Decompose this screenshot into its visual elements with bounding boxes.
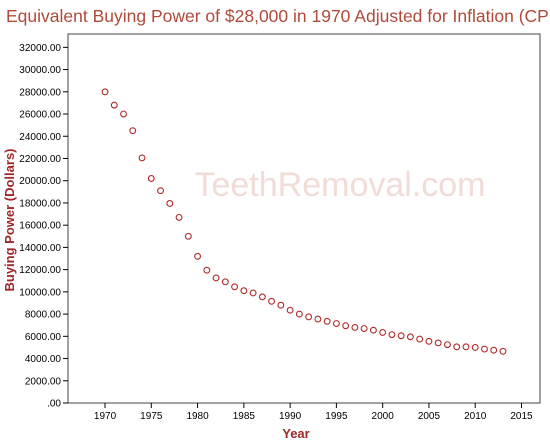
data-point <box>388 331 396 339</box>
data-point <box>332 320 340 327</box>
y-tick-label: 8000.00 <box>25 310 62 321</box>
data-point <box>453 343 461 351</box>
data-point <box>110 101 118 109</box>
data-point <box>212 274 220 282</box>
data-point <box>240 287 248 295</box>
data-point <box>425 337 433 345</box>
y-tick-label: 6000.00 <box>25 332 62 343</box>
x-tick-label: 1975 <box>140 411 163 422</box>
data-point <box>194 252 202 260</box>
y-tick-label: 28000.00 <box>19 87 61 98</box>
y-tick-label: 12000.00 <box>19 265 61 276</box>
data-point <box>101 88 109 96</box>
data-point <box>471 343 479 351</box>
plot-frame <box>67 33 541 404</box>
x-tick-label: 1985 <box>233 411 256 422</box>
data-point <box>360 325 368 332</box>
y-axis-label: Buying Power (Dollars) <box>2 148 17 291</box>
data-point <box>434 339 442 347</box>
data-point <box>138 154 146 162</box>
x-tick-label: 2010 <box>464 411 487 422</box>
data-points <box>101 88 507 355</box>
data-point <box>203 266 211 274</box>
x-axis: 1970 1975 1980 1985 1990 1995 2000 2005 2010 2015 <box>94 403 533 422</box>
data-point <box>286 306 294 314</box>
data-point <box>166 200 174 207</box>
data-point <box>221 278 229 286</box>
y-tick-label: .00 <box>47 399 61 410</box>
data-point <box>397 332 405 340</box>
data-point <box>462 343 470 351</box>
data-point <box>444 341 451 349</box>
data-point <box>499 347 507 355</box>
data-point <box>129 127 137 135</box>
data-point <box>406 333 414 341</box>
watermark: TeethRemoval.com <box>194 166 485 204</box>
y-tick-label: 30000.00 <box>19 65 61 76</box>
y-tick-label: 4000.00 <box>25 354 62 365</box>
data-point <box>481 345 488 353</box>
data-point <box>314 315 322 323</box>
data-point <box>342 322 350 330</box>
y-tick-label: 16000.00 <box>19 221 61 232</box>
y-tick-label: 26000.00 <box>19 110 61 121</box>
y-tick-label: 18000.00 <box>19 198 61 209</box>
x-tick-label: 1980 <box>186 411 209 422</box>
x-tick-label: 1995 <box>325 411 348 422</box>
data-point <box>351 323 359 331</box>
data-point <box>184 232 192 240</box>
data-point <box>268 297 276 305</box>
data-point <box>305 313 313 321</box>
y-tick-label: 14000.00 <box>19 243 61 254</box>
data-point <box>231 283 239 291</box>
data-point <box>147 175 155 182</box>
data-point <box>295 310 303 318</box>
y-tick-label: 24000.00 <box>19 132 61 143</box>
data-point <box>157 187 164 195</box>
data-point <box>175 213 183 221</box>
data-point <box>120 110 127 118</box>
data-point <box>369 326 377 334</box>
data-point <box>277 301 285 309</box>
x-tick-label: 2015 <box>510 411 533 422</box>
x-tick-label: 1990 <box>279 411 302 422</box>
chart-title: Equivalent Buying Power of $28,000 in 19… <box>6 6 550 26</box>
data-point <box>323 317 331 325</box>
y-tick-label: 20000.00 <box>19 176 61 187</box>
y-tick-label: 32000.00 <box>19 43 61 54</box>
data-point <box>490 346 498 354</box>
data-point <box>379 328 387 336</box>
y-tick-label: 2000.00 <box>25 376 62 387</box>
x-axis-label: Year <box>282 426 309 441</box>
x-tick-label: 2000 <box>372 411 395 422</box>
y-tick-label: 22000.00 <box>19 154 61 165</box>
data-point <box>416 335 424 343</box>
x-tick-label: 1970 <box>94 411 117 422</box>
x-tick-label: 2005 <box>418 411 441 422</box>
y-tick-label: 10000.00 <box>19 287 61 298</box>
data-point <box>258 293 266 301</box>
y-axis: .00 2000.00 4000.00 6000.00 8000.00 10000.00 1… <box>19 43 68 410</box>
data-point <box>249 289 257 297</box>
